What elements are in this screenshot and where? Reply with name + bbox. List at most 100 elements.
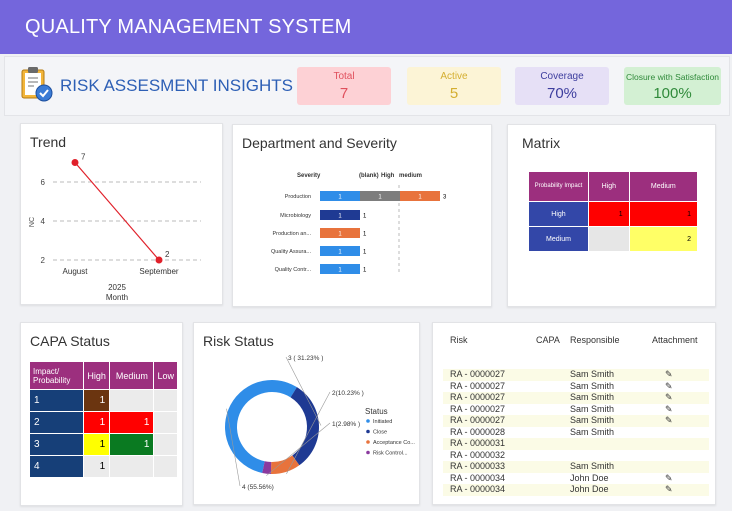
attachment-icon[interactable]: ✎ [665,369,673,380]
risk-status-card: Risk Status 4 (55.56%) 3 ( 31.23% ) 2(10.2… [193,322,420,505]
table-row[interactable]: RA - 0000027 Sam Smith ✎ [443,380,709,392]
legend-label[interactable]: Risk Control... [373,451,408,457]
matrix-title: Matrix [522,135,561,151]
responsible-cell: Sam Smith [570,369,615,380]
kpi-label: Coverage [540,71,584,82]
bar-segment [320,228,360,238]
bar-value-label: 1 [338,195,342,201]
bar-segment [320,210,360,220]
attachment-icon[interactable]: ✎ [665,380,673,391]
attachment-icon[interactable] [645,461,709,473]
responsible-cell: Sam Smith [570,392,615,403]
risk-table: Risk CAPA Responsible Attachment RA - 000002… [443,335,709,496]
kpi-value: 5 [449,85,459,102]
risk-id-cell: RA - 0000027 [450,369,506,380]
category-label: Quality Assura... [271,249,312,255]
x-axis-year: 2025 [108,283,126,292]
kpi-card: Coverage 70% [515,67,609,105]
category-label: Production [285,194,311,200]
table-row[interactable]: RA - 0000027 Sam Smith ✎ [443,403,709,415]
donut-slice[interactable] [270,455,300,474]
bar-segment [320,264,360,274]
bar-total-label: 3 [443,195,447,201]
trend-point [71,159,79,166]
capa-col-header: Low [153,361,178,390]
attachment-icon[interactable]: ✎ [665,392,673,403]
attachment-icon[interactable] [645,427,709,439]
capa-row-header: 2 [29,411,84,434]
capa-cell: 1 [82,411,111,434]
table-row[interactable]: RA - 0000027 Sam Smith ✎ [443,392,709,404]
column-header[interactable]: Risk [450,335,468,345]
risk-id-cell: RA - 0000033 [450,461,506,472]
capa-corner: Impact/ Probability [29,361,84,390]
attachment-icon[interactable]: ✎ [665,484,673,495]
donut-slice[interactable] [224,380,297,473]
donut-slice[interactable] [262,461,272,474]
page-subtitle: RISK ASSESMENT INSIGHTS [60,76,294,95]
table-row[interactable]: RA - 0000027 Sam Smith ✎ [443,369,709,381]
bar-total-label: 1 [363,214,367,220]
matrix-cell: 2 [628,226,699,252]
capa-cell [529,461,563,473]
bar-value-label: 1 [338,250,342,256]
risk-id-cell: RA - 0000027 [450,403,506,414]
bar-total-label: 1 [363,268,367,274]
risk-id-cell: RA - 0000034 [450,484,506,495]
capa-title: CAPA Status [30,333,110,349]
table-row[interactable]: RA - 0000028 Sam Smith [443,426,709,439]
matrix-corner: Probability Impact [528,171,589,202]
insights-bar: RISK ASSESMENT INSIGHTS Total 7 Active 5 Cov… [4,56,730,116]
attachment-icon[interactable]: ✎ [665,415,673,426]
bar-value-label: 1 [338,268,342,274]
risk-id-cell: RA - 0000028 [450,426,506,437]
attachment-icon[interactable] [645,450,709,462]
trend-line [74,162,160,261]
legend-item: (blank) [359,173,379,179]
attachment-icon[interactable]: ✎ [665,403,673,414]
table-row[interactable]: RA - 0000034 John Doe ✎ [443,484,709,496]
point-label: 2 [165,250,170,259]
capa-cell [529,392,563,404]
dept-title: Department and Severity [242,135,397,151]
matrix-cell: 1 [588,201,630,227]
y-tick-label: 6 [41,178,46,187]
legend-label[interactable]: Acceptance Co... [373,440,415,446]
kpi-value: 70% [546,85,578,102]
attachment-icon[interactable] [645,438,709,450]
bar-total-label: 1 [363,232,367,238]
donut-slice[interactable] [290,387,319,466]
capa-cell: 1 [82,433,111,456]
category-label: Production an... [272,231,311,237]
capa-cell [529,438,563,450]
legend-swatch [366,429,370,434]
point-label: 7 [81,153,86,162]
category-label: Microbiology [280,213,311,219]
column-header[interactable]: Responsible [570,335,620,345]
legend-label[interactable]: Initiated [373,419,392,425]
responsible-cell: Sam Smith [570,403,615,414]
table-row[interactable]: RA - 0000033 Sam Smith [443,461,709,473]
column-header[interactable]: CAPA [536,335,560,345]
dept-card: Department and Severity Severity (blank) H… [232,124,492,307]
capa-cell [109,455,155,478]
dept-chart: Severity (blank) High medium Production 1 1 1 3 M… [271,173,447,275]
responsible-cell: Sam Smith [570,461,615,472]
risk-id-cell: RA - 0000031 [450,438,506,449]
kpi-label: Total [333,71,355,82]
responsible-cell: Sam Smith [570,380,615,391]
column-header[interactable]: Attachment [652,335,698,345]
bar-value-label: 1 [378,195,382,201]
table-row[interactable]: RA - 0000031 [443,438,709,450]
capa-cell [153,411,178,434]
table-row[interactable]: RA - 0000034 John Doe ✎ [443,472,709,484]
risk-id-cell: RA - 0000027 [450,380,506,391]
attachment-icon[interactable]: ✎ [665,472,673,483]
bar-segment [320,191,360,201]
legend-label[interactable]: Close [373,430,387,436]
risk-id-cell: RA - 0000034 [450,472,506,483]
table-row[interactable]: RA - 0000032 [443,449,709,462]
table-row[interactable]: RA - 0000027 Sam Smith ✎ [443,415,709,427]
